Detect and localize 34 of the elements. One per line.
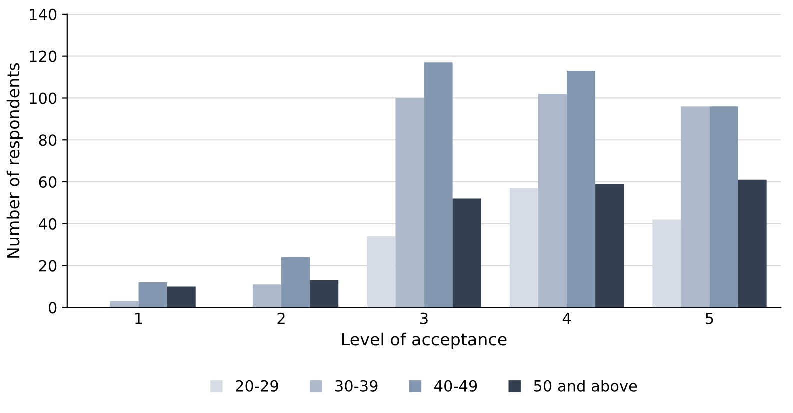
y-tick-label: 40 [38,218,57,230]
x-tick-label: 2 [278,312,285,324]
bar [710,106,738,308]
bar [310,280,339,308]
bar [110,301,139,308]
legend-label: 40-49 [434,380,478,392]
y-tick-label: 60 [39,176,57,188]
y-tick-label: 120 [30,50,57,62]
y-tick-label: 140 [30,8,57,20]
x-tick-label: 3 [420,312,428,324]
y-tick-label: 100 [30,92,57,104]
x-tick-label: 4 [562,313,571,324]
bar [424,62,453,308]
bar [252,284,282,308]
bar [167,286,196,308]
legend-label: 20-29 [236,380,278,392]
y-tick-label: 20 [39,260,57,272]
legend-label: 30-39 [336,380,378,392]
y-axis-title: Number of respondents [6,63,23,258]
bar [282,257,310,308]
y-tick-label: 80 [39,134,57,146]
legend-label: 50 and above [534,380,638,392]
bar [596,184,624,308]
bar [681,106,710,308]
bar [738,180,767,308]
bar [138,282,168,308]
bar [538,94,567,308]
x-tick-label: 1 [136,313,142,324]
bar [566,71,596,308]
y-tick-label: 0 [48,302,57,314]
x-tick-label: 5 [706,313,714,324]
bar [452,198,482,308]
x-axis-title: Level of acceptance [342,332,507,350]
bar [396,98,424,308]
